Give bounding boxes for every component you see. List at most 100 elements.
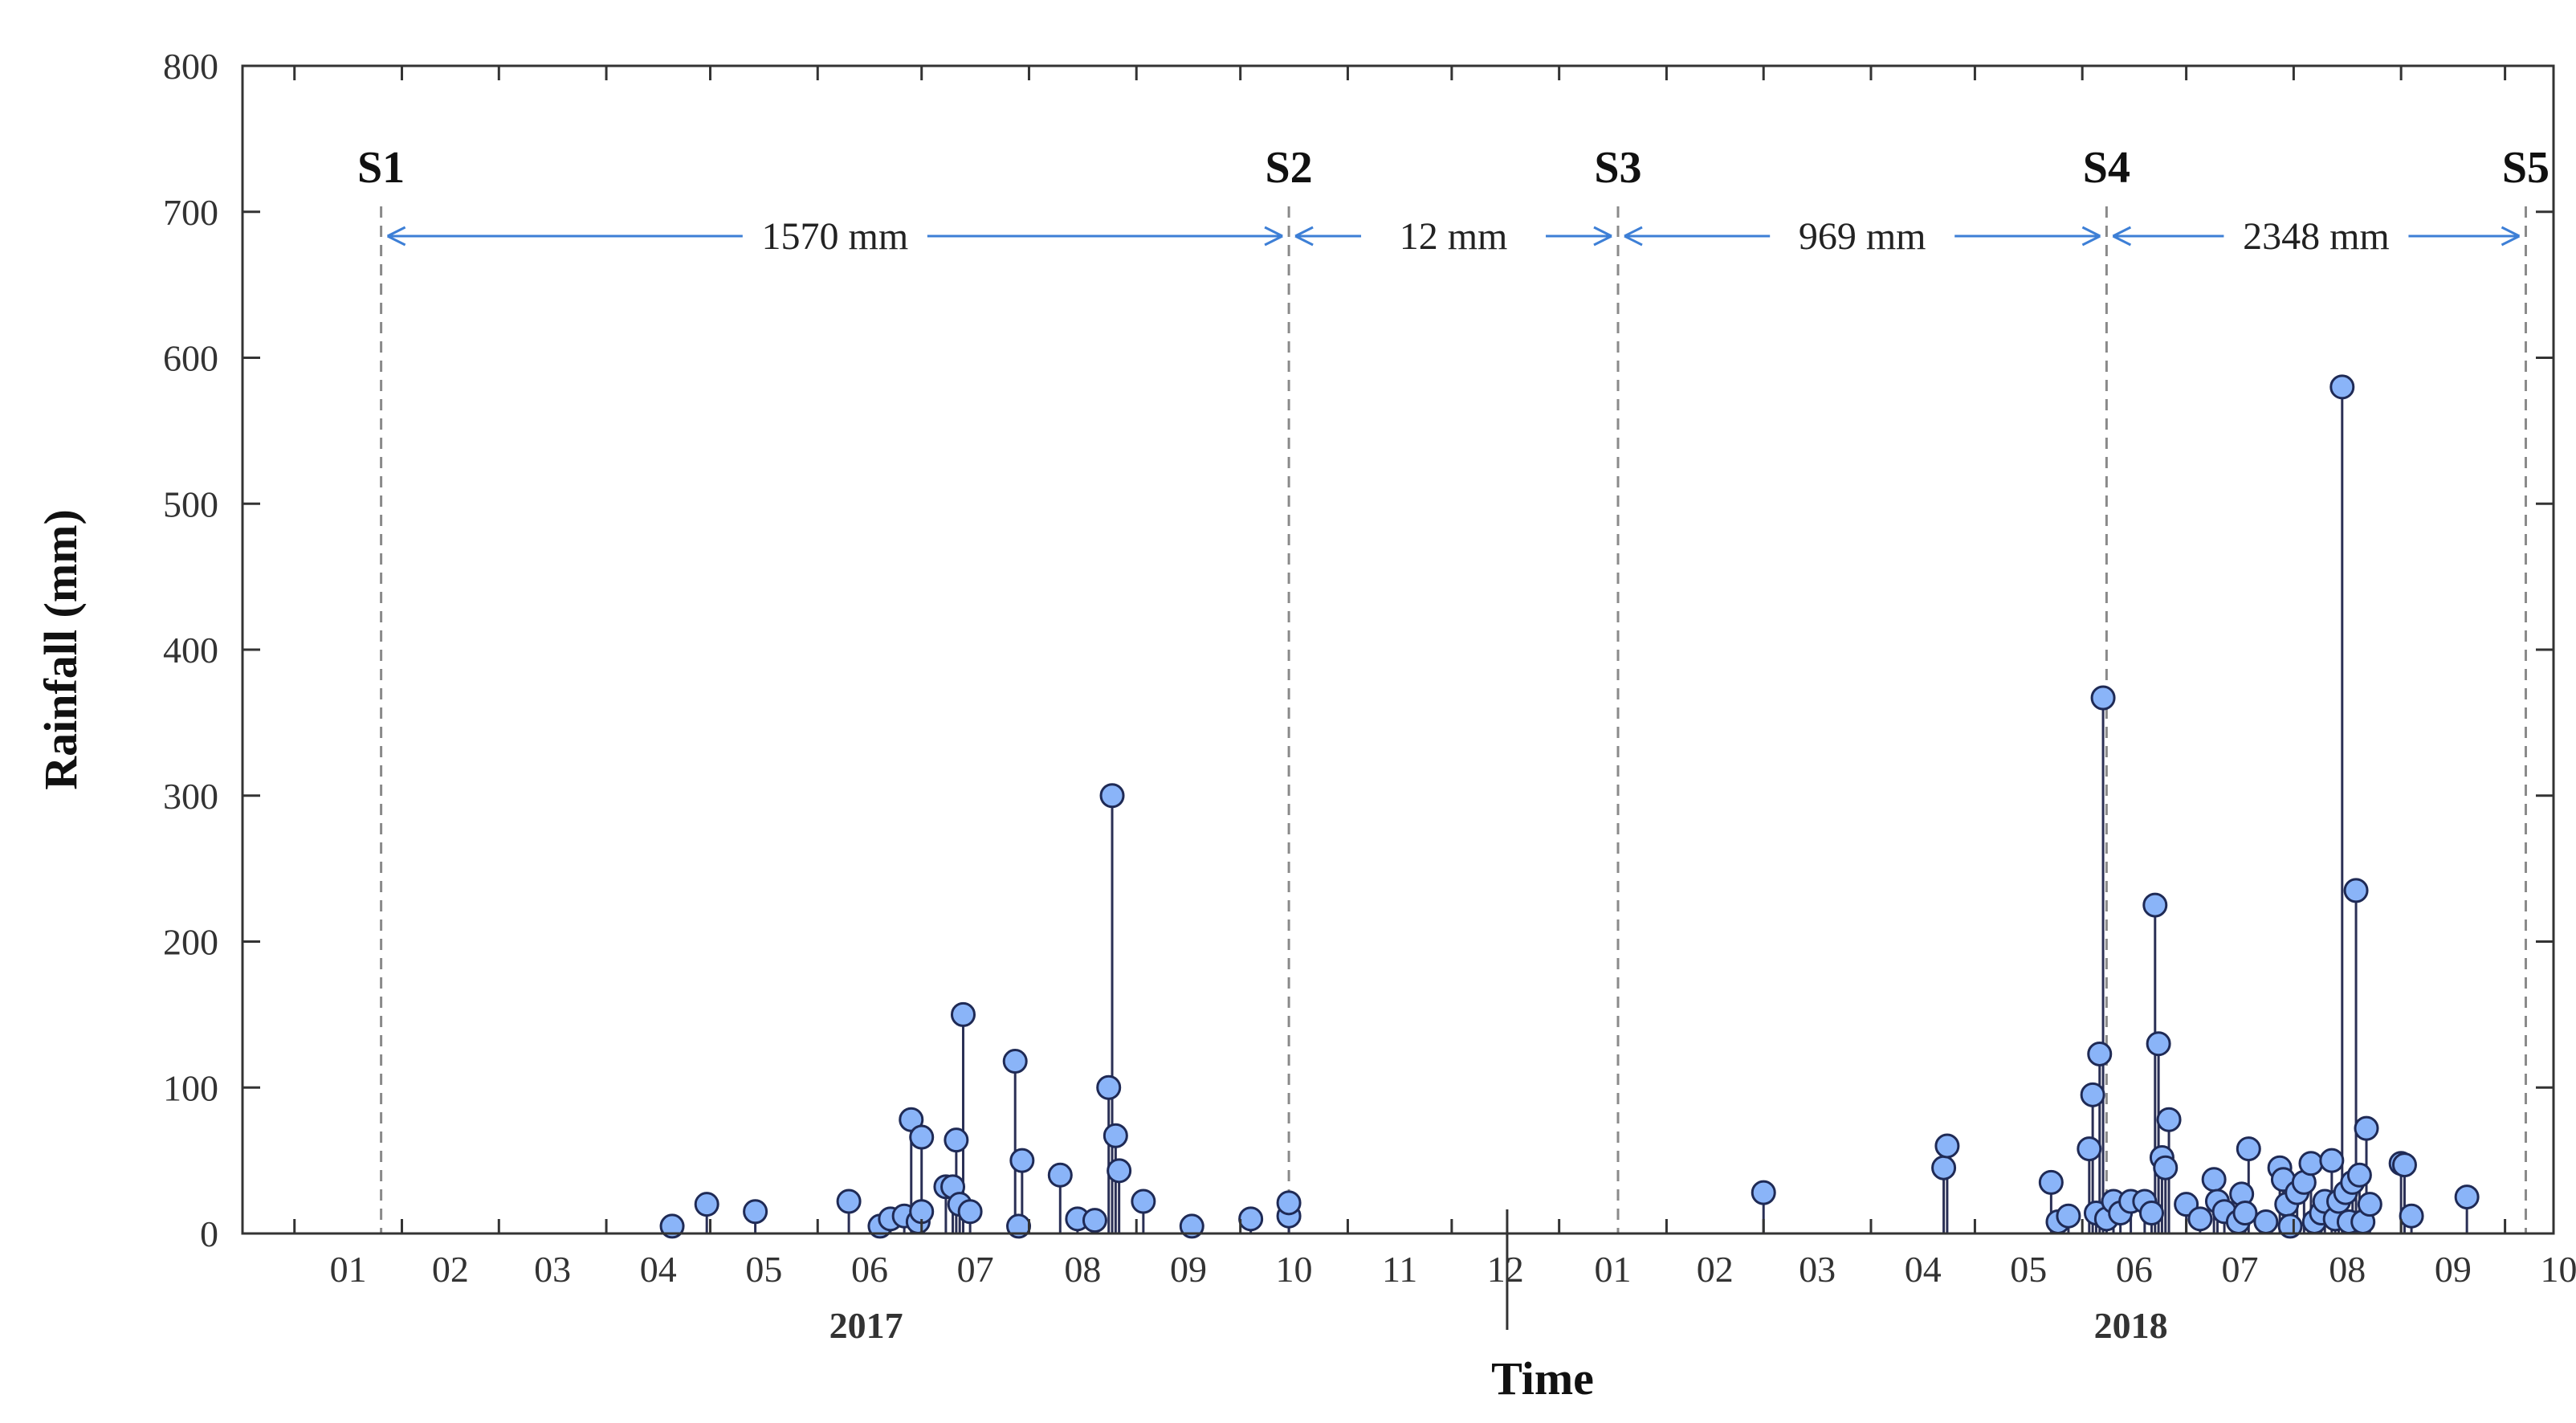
rainfall-point <box>2253 1209 2279 1234</box>
period-arrow-head-right <box>2501 226 2521 247</box>
rainfall-point <box>2298 1151 2324 1176</box>
y-tick-label: 600 <box>163 338 218 379</box>
rainfall-point <box>2399 1203 2424 1229</box>
y-tick-label: 100 <box>163 1067 218 1108</box>
x-tick-label: 04 <box>1905 1249 1942 1290</box>
y-tick-label: 700 <box>163 192 218 233</box>
rainfall-point <box>1931 1155 1957 1180</box>
rainfall-point <box>2156 1107 2182 1132</box>
stage-label: S1 <box>357 143 405 193</box>
rainfall-point <box>1099 783 1125 809</box>
rainfall-point <box>1934 1133 1960 1159</box>
period-arrow-head-right <box>2081 226 2101 247</box>
y-tick-label: 200 <box>163 922 218 963</box>
rainfall-point <box>836 1189 862 1214</box>
rainfall-point <box>2232 1201 2258 1226</box>
period-total-label: 2348 mm <box>2243 215 2390 258</box>
rainfall-point <box>950 1001 976 1027</box>
rainfall-point <box>1103 1123 1128 1148</box>
rainfall-point <box>944 1127 969 1153</box>
rainfall-point <box>743 1199 768 1225</box>
period-arrow-head-right <box>1264 226 1283 247</box>
period-total-label: 1570 mm <box>762 215 909 258</box>
x-tick-label: 10 <box>1276 1249 1313 1290</box>
x-tick-label: 05 <box>2010 1249 2047 1290</box>
y-tick-label: 0 <box>200 1213 218 1254</box>
x-tick-label: 09 <box>2435 1249 2472 1290</box>
y-tick-label: 300 <box>163 776 218 817</box>
period-arrow-head-left <box>1624 226 1643 247</box>
rainfall-point <box>2343 878 2369 903</box>
x-axis-title: Time <box>1491 1352 1594 1405</box>
rainfall-point <box>909 1124 935 1150</box>
x-tick-label: 05 <box>745 1249 782 1290</box>
period-annotations: 1570 mm 12 mm 969 mm 2348 mm <box>386 215 2521 258</box>
rainfall-point <box>1131 1189 1156 1214</box>
plot-frame <box>241 64 2555 1235</box>
y-tick-label: 500 <box>163 483 218 524</box>
stem-series <box>659 374 2480 1239</box>
x-tick-label: 03 <box>534 1249 571 1290</box>
rainfall-point <box>1002 1049 1028 1074</box>
rainfall-point <box>957 1199 983 1225</box>
rainfall-point <box>2077 1136 2102 1162</box>
x-tick-label: 02 <box>432 1249 469 1290</box>
rainfall-point <box>2153 1155 2179 1180</box>
x-tick-label: 10 <box>2540 1249 2576 1290</box>
stage-label: S2 <box>1266 143 1313 193</box>
x-tick-label: 03 <box>1799 1249 1836 1290</box>
year-label: 2017 <box>829 1305 903 1346</box>
rainfall-point <box>2080 1082 2105 1107</box>
x-tick-label: 06 <box>2116 1249 2153 1290</box>
rainfall-point <box>1276 1190 1302 1216</box>
x-tick-label: 09 <box>1170 1249 1207 1290</box>
y-axis: 0 100 200 300 400 500 600 700 800 <box>163 46 2554 1254</box>
y-axis-title: Rainfall (mm) <box>35 509 87 790</box>
stage-label: S4 <box>2083 143 2130 193</box>
rainfall-point <box>1047 1162 1073 1188</box>
year-label: 2018 <box>2094 1305 2168 1346</box>
rainfall-point <box>2277 1213 2303 1239</box>
x-tick-label: 01 <box>330 1249 367 1290</box>
x-tick-label: 02 <box>1697 1249 1734 1290</box>
period-arrow-head-right <box>1593 226 1612 247</box>
x-tick-label: 07 <box>957 1249 994 1290</box>
rainfall-point <box>1082 1208 1107 1233</box>
period-total-label: 12 mm <box>1400 215 1508 258</box>
rainfall-point <box>2454 1184 2480 1210</box>
x-tick-label: 08 <box>1064 1249 1101 1290</box>
rainfall-point <box>2329 374 2355 400</box>
x-tick-label: 11 <box>1382 1249 1417 1290</box>
rainfall-point <box>2146 1031 2171 1057</box>
rainfall-point <box>2354 1115 2379 1141</box>
stage-label: S5 <box>2502 143 2550 193</box>
stage-label: S3 <box>1594 143 1641 193</box>
rainfall-point <box>694 1192 719 1217</box>
rainfall-point <box>2187 1206 2213 1232</box>
rainfall-point <box>659 1213 685 1239</box>
rainfall-point <box>1238 1206 1264 1232</box>
rainfall-point <box>2056 1203 2081 1229</box>
x-tick-label: 08 <box>2329 1249 2366 1290</box>
period-arrow-head-left <box>2112 226 2132 247</box>
x-tick-label: 04 <box>640 1249 677 1290</box>
rainfall-point <box>1009 1148 1035 1173</box>
rainfall-point <box>2357 1192 2382 1217</box>
rainfall-point <box>2391 1152 2417 1178</box>
x-tick-label: 07 <box>2222 1249 2259 1290</box>
rainfall-point <box>2236 1136 2261 1162</box>
rainfall-point <box>2201 1167 2227 1193</box>
y-tick-label: 400 <box>163 630 218 671</box>
x-tick-label: 01 <box>1595 1249 1632 1290</box>
rainfall-point <box>1751 1180 1776 1205</box>
x-axis: 01 02 03 04 05 06 07 08 09 10 11 12 01 02 03 04 05 06 07 08… <box>293 66 2576 1346</box>
period-arrow-head-left <box>1294 226 1314 247</box>
period-arrow-head-left <box>386 226 406 247</box>
rainfall-point <box>2319 1148 2345 1173</box>
rainfall-point <box>2142 892 2168 918</box>
x-tick-label: 06 <box>851 1249 888 1290</box>
rainfall-point <box>1096 1074 1122 1100</box>
rainfall-point <box>2090 685 2116 711</box>
rainfall-point <box>2038 1169 2064 1195</box>
